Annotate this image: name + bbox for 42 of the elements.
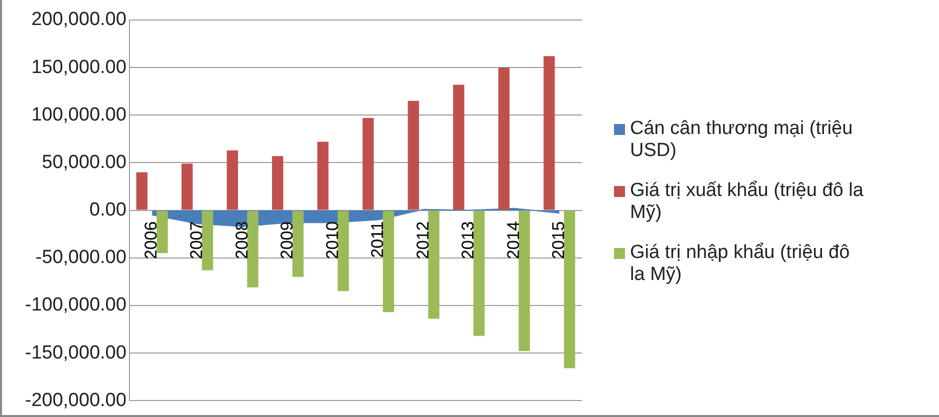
bar	[473, 210, 485, 336]
bar	[317, 142, 328, 210]
x-tick-label: 2010	[322, 221, 342, 260]
x-tick-label: 2007	[186, 221, 206, 260]
bar	[247, 210, 258, 288]
bar	[362, 118, 374, 210]
y-tick-label: -200,000.00	[25, 390, 126, 411]
x-tick-label: 2012	[413, 221, 432, 260]
bar	[292, 210, 304, 277]
legend-label: Cán cân thương mại (triệu USD)	[630, 118, 854, 162]
bar	[544, 56, 555, 210]
bar	[338, 210, 349, 292]
y-tick-label: 0.00	[89, 200, 126, 221]
x-tick-label: 2009	[278, 221, 297, 260]
bar	[156, 210, 168, 254]
x-tick-label: 2008	[232, 221, 252, 260]
bar	[518, 210, 530, 352]
bar	[382, 210, 394, 312]
bar	[272, 156, 284, 210]
bar	[226, 150, 238, 210]
legend-label: Giá trị nhập khẩu (triệu đô la Mỹ)	[630, 242, 851, 286]
y-tick-label: -100,000.00	[25, 294, 126, 316]
bar	[498, 68, 510, 210]
y-tick-label: 50,000.00	[42, 152, 126, 173]
legend-label: Giá trị xuất khẩu (triệu đô la Mỹ)	[630, 180, 864, 224]
bar	[428, 210, 440, 319]
y-tick-label: -50,000.00	[36, 247, 126, 268]
y-tick-label: 150,000.00	[31, 56, 126, 78]
y-tick-label: 200,000.00	[31, 9, 126, 30]
bar	[453, 84, 464, 210]
x-tick-label: 2006	[142, 221, 161, 260]
y-tick-label: 100,000.00	[31, 104, 126, 126]
x-tick-label: 2014	[504, 221, 523, 260]
bar	[136, 172, 148, 210]
x-tick-label: 2013	[458, 221, 478, 260]
x-tick-label: 2011	[368, 221, 388, 258]
bar	[564, 210, 576, 368]
x-tick-label: 2015	[549, 221, 568, 260]
bar	[202, 210, 214, 270]
y-tick-label: -150,000.00	[25, 342, 126, 364]
bar	[182, 164, 193, 210]
bar	[408, 100, 420, 210]
